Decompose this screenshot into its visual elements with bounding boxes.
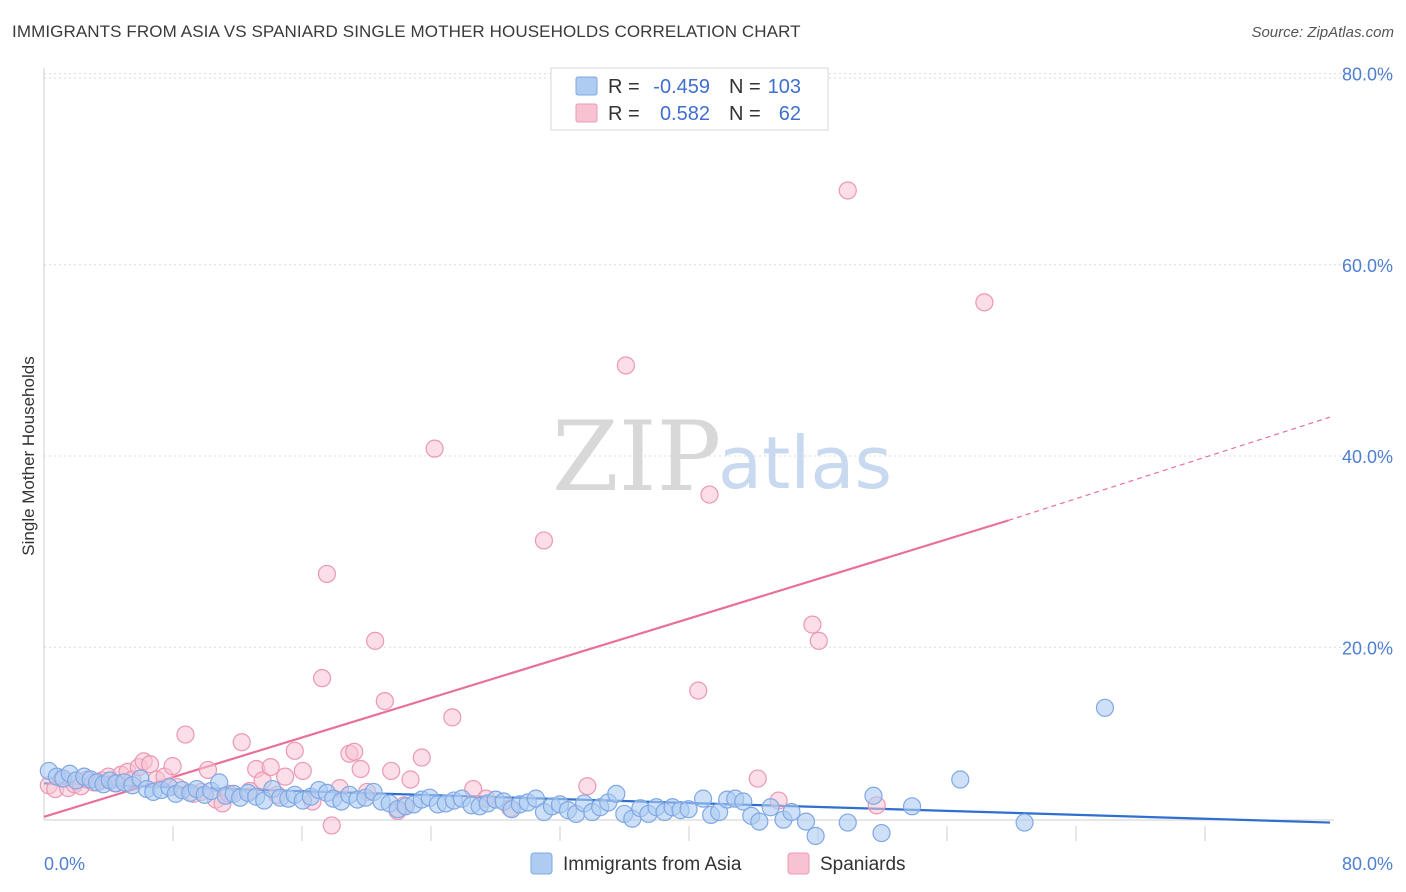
legend-r-label-2: R = [608, 103, 640, 125]
spaniards-point-44 [351, 759, 370, 779]
asia-point-84 [693, 789, 713, 808]
spaniards-point-51 [401, 770, 420, 789]
legend-r-value-1: -0.459 [653, 76, 710, 98]
y-tick-label-20: 20.0% [1342, 638, 1393, 658]
legend-n-label-2: N = [729, 103, 761, 125]
spaniards-point-69 [975, 293, 994, 312]
legend-n-value-2: 62 [779, 103, 801, 125]
spaniards-point-24 [198, 760, 218, 780]
y-tick-label-40: 40.0% [1342, 447, 1393, 467]
asia-point-95 [796, 812, 816, 831]
asia-point-97 [838, 813, 857, 832]
spaniards-point-54 [443, 708, 462, 727]
x-tick-label-min: 0.0% [44, 854, 85, 874]
spaniards-point-43 [345, 742, 364, 761]
asia-point-101 [951, 770, 970, 789]
asia-point-99 [872, 823, 891, 843]
spaniards-point-53 [425, 439, 444, 458]
spaniards-point-40 [322, 816, 341, 835]
asia-point-92 [761, 798, 780, 817]
spaniards-point-67 [838, 181, 857, 200]
bottom-legend-label-asia: Immigrants from Asia [563, 854, 742, 875]
spaniards-point-36 [293, 761, 312, 781]
spaniards-point-46 [366, 631, 385, 650]
asia-point-96 [806, 826, 825, 846]
spaniards-point-58 [534, 531, 554, 550]
bottom-legend-swatch-asia [530, 852, 553, 875]
y-tick-labels: 20.0% 40.0% 60.0% 80.0% [1342, 65, 1393, 659]
asia-point-83 [679, 800, 698, 819]
spaniards-point-63 [748, 769, 767, 788]
gridlines [44, 73, 1392, 648]
spaniards-point-61 [689, 681, 708, 700]
spaniards-point-39 [317, 564, 337, 584]
asia-point-74 [607, 784, 626, 803]
spaniards-point-34 [276, 767, 295, 786]
spaniards-point-32 [261, 757, 280, 777]
asia-point-100 [902, 797, 922, 816]
watermark: ZIP atlas [552, 401, 892, 513]
asia-point-91 [750, 812, 769, 831]
spaniards-point-60 [616, 356, 636, 375]
spaniards-point-21 [176, 725, 195, 744]
asia-point-89 [734, 792, 753, 811]
legend-n-label-1: N = [729, 76, 761, 98]
legend: R = -0.459 N = 103 R = 0.582 N = 62 [550, 67, 829, 131]
spaniards-point-38 [312, 669, 332, 688]
watermark-atlas: atlas [718, 421, 892, 505]
y-tick-label-80: 80.0% [1342, 65, 1393, 85]
spaniards-point-62 [700, 485, 719, 504]
bottom-legend-swatch-spaniards [787, 852, 810, 875]
x-tick-labels: 0.0% 80.0% [44, 854, 1393, 874]
spaniards-point-35 [285, 741, 304, 760]
asia-points [39, 698, 1115, 846]
spaniards-point-16 [140, 755, 160, 774]
legend-r-label-1: R = [608, 76, 640, 98]
asia-point-102 [1015, 813, 1034, 832]
watermark-zip: ZIP [552, 401, 721, 513]
spaniards-point-65 [803, 615, 822, 634]
chart-title: IMMIGRANTS FROM ASIA VS SPANIARD SINGLE … [12, 22, 801, 41]
y-axis-title: Single Mother Households [19, 356, 38, 555]
x-tick-label-max: 80.0% [1342, 854, 1393, 874]
bottom-legend-label-spaniards: Spaniards [820, 854, 906, 875]
spaniards-point-28 [232, 733, 251, 752]
legend-r-value-2: 0.582 [660, 103, 710, 125]
legend-swatch-blue [575, 76, 598, 96]
spaniards-point-52 [412, 748, 431, 767]
spaniards-point-48 [382, 761, 401, 781]
asia-point-94 [782, 802, 801, 822]
spaniards-points [39, 181, 994, 835]
spaniards-point-66 [809, 631, 828, 650]
legend-n-value-1: 103 [768, 76, 801, 98]
trend-line-spaniards [43, 519, 1009, 818]
asia-point-64 [526, 789, 545, 808]
y-tick-label-60: 60.0% [1342, 256, 1393, 276]
bottom-legend: Immigrants from Asia Spaniards [530, 852, 906, 875]
chart-source: Source: ZipAtlas.com [1251, 24, 1394, 41]
asia-point-98 [864, 786, 883, 805]
spaniards-point-19 [163, 757, 182, 776]
asia-point-103 [1095, 698, 1115, 717]
legend-swatch-pink [575, 103, 598, 123]
trend-line-spaniards-extension [1008, 416, 1331, 521]
spaniards-point-47 [375, 692, 394, 711]
spaniards-point-59 [578, 777, 597, 796]
